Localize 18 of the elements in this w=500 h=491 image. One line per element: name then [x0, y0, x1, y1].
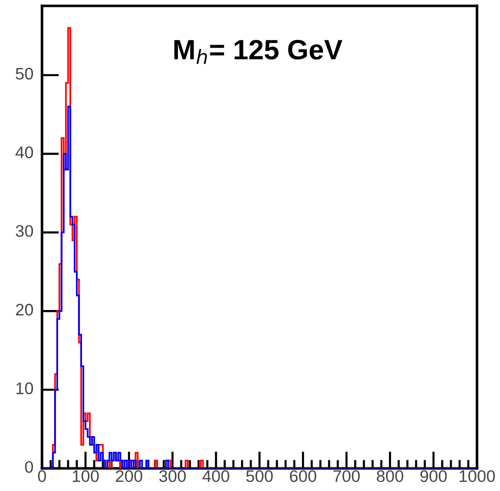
x-tick-label: 900	[420, 470, 447, 482]
x-tick-label: 200	[116, 470, 142, 482]
annotation: M$_{h}$= 125 GeV	[174, 40, 342, 64]
y-tick-label: 50	[16, 68, 34, 80]
x-tick-label: 300	[159, 470, 186, 482]
y-tick-label: 10	[16, 382, 34, 394]
x-tick-label: 800	[376, 470, 404, 482]
y-tick-label: 0	[25, 461, 34, 473]
y-tick-label: 20	[16, 304, 34, 316]
x-tick-label: 700	[333, 470, 360, 482]
y-tick-label: 40	[16, 146, 34, 158]
x-tick-label: 1000	[460, 470, 495, 482]
x-tick-label: 400	[202, 470, 230, 482]
x-tick-label: 100	[72, 470, 99, 482]
x-tick-label: 0	[38, 470, 46, 482]
x-tick-label: 500	[246, 470, 273, 482]
y-tick-label: 30	[16, 225, 34, 237]
x-tick-label: 600	[290, 470, 316, 482]
